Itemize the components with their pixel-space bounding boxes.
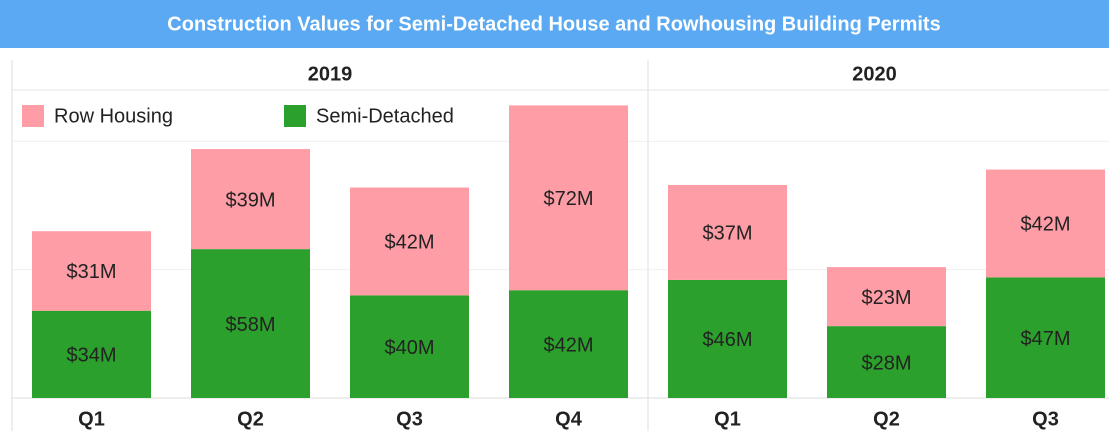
legend-swatch <box>284 105 306 127</box>
bar-segment <box>668 184 787 280</box>
bar-segment <box>668 279 787 398</box>
value-label: $28M <box>861 352 911 374</box>
bar-segment <box>509 105 628 291</box>
bar-segment <box>350 187 469 296</box>
value-label: $23M <box>861 287 911 309</box>
value-label: $46M <box>702 329 752 351</box>
value-label: $34M <box>66 345 116 367</box>
value-label: $37M <box>702 223 752 245</box>
x-tick-label: Q3 <box>1032 408 1059 430</box>
title-bar <box>0 0 1109 48</box>
legend-label: Semi-Detached <box>316 105 454 127</box>
bar-segment <box>350 295 469 398</box>
bar-segment <box>509 290 628 398</box>
value-label: $40M <box>384 337 434 359</box>
bar-segment <box>191 249 310 398</box>
x-tick-label: Q1 <box>78 408 105 430</box>
panel-title: 2019 <box>308 63 353 85</box>
panel-title: 2020 <box>852 63 897 85</box>
x-tick-label: Q2 <box>237 408 264 430</box>
value-label: $58M <box>225 314 275 336</box>
bar-segment <box>986 169 1105 278</box>
bar-segment <box>986 277 1105 398</box>
bar-segment <box>191 149 310 250</box>
bar-segment <box>32 310 151 398</box>
value-label: $47M <box>1020 328 1070 350</box>
legend-swatch <box>22 105 44 127</box>
value-label: $31M <box>66 261 116 283</box>
value-label: $42M <box>543 334 593 356</box>
legend-label: Row Housing <box>54 105 173 127</box>
bar-segment <box>32 231 151 311</box>
bar-segment <box>827 267 946 327</box>
value-label: $42M <box>384 232 434 254</box>
bar-segment <box>827 326 946 398</box>
value-label: $42M <box>1020 214 1070 236</box>
x-tick-label: Q4 <box>555 408 583 430</box>
x-tick-label: Q2 <box>873 408 900 430</box>
value-label: $39M <box>225 189 275 211</box>
x-tick-label: Q3 <box>396 408 423 430</box>
value-label: $72M <box>543 188 593 210</box>
x-tick-label: Q1 <box>714 408 741 430</box>
chart-title: Construction Values for Semi-Detached Ho… <box>167 13 940 35</box>
